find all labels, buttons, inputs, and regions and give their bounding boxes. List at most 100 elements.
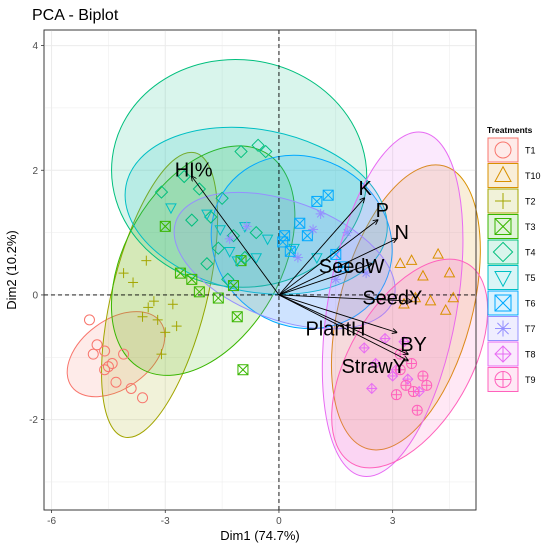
data-point-t6 (284, 245, 296, 257)
data-point-t5 (250, 253, 263, 265)
legend-symbol (495, 193, 511, 209)
data-point-t10 (394, 257, 407, 269)
x-tick-label: 0 (276, 516, 282, 527)
data-point-t10 (432, 247, 444, 259)
vector-arrow-hi (192, 176, 280, 296)
legend-item-t6: T6 (487, 290, 536, 316)
vector-label-seedw: SeedW (319, 256, 385, 278)
data-point-t7 (292, 252, 303, 263)
data-point-t4 (258, 144, 273, 159)
data-point-t7 (308, 224, 319, 235)
data-point-t1 (99, 345, 111, 357)
data-point-t4 (226, 229, 241, 243)
ellipse-t10 (330, 164, 481, 451)
y-tick-label: 4 (32, 41, 38, 52)
data-point-t4 (249, 225, 263, 240)
data-point-t10 (417, 269, 429, 281)
data-point-t1 (87, 348, 99, 360)
vector-arrow-n (278, 239, 396, 296)
y-axis-ticks: -2 0 2 4 (29, 41, 44, 426)
vector-arrow-p (278, 220, 378, 296)
legend-label: T5 (525, 273, 536, 283)
x-tick-label: -6 (47, 516, 56, 527)
data-point-t9 (394, 364, 406, 376)
data-point-t3 (159, 220, 171, 232)
legend-item-t1: T1 (487, 137, 536, 163)
data-point-t4 (238, 250, 252, 265)
data-point-t5 (201, 209, 213, 221)
chart-title: PCA - Biplot (32, 7, 119, 24)
data-point-t2 (152, 314, 163, 325)
reference-lines (44, 30, 476, 510)
data-point-t8 (369, 357, 382, 370)
data-point-t2 (137, 311, 148, 322)
data-point-t4 (192, 182, 207, 196)
data-point-t1 (137, 392, 149, 404)
data-point-t8 (398, 335, 410, 348)
data-point-t7 (361, 268, 372, 279)
data-point-t4 (211, 241, 226, 255)
y-axis-label: Dim2 (10.2%) (4, 230, 19, 309)
legend-symbol (495, 320, 511, 337)
legend-key (487, 239, 519, 265)
vector-arrow-seedy (278, 294, 412, 301)
vector-label-by: BY (400, 334, 427, 356)
data-point-t1 (106, 358, 118, 370)
data-point-t8 (402, 373, 414, 385)
data-point-t5 (223, 247, 236, 258)
data-point-t10 (398, 297, 410, 309)
data-point-t9 (411, 404, 423, 416)
data-points (83, 138, 460, 416)
ellipse-t5 (124, 126, 388, 295)
data-point-t6 (330, 248, 342, 260)
data-point-t2 (160, 327, 171, 338)
plot-border (43, 29, 477, 511)
data-point-t4 (177, 169, 191, 184)
legend-label: T7 (525, 324, 536, 334)
vector-label-p: P (376, 200, 389, 222)
data-point-t1 (118, 348, 130, 360)
data-point-t9 (421, 379, 433, 391)
data-point-t4 (200, 257, 214, 271)
data-point-t4 (234, 144, 248, 159)
data-point-t3 (174, 267, 186, 279)
data-point-t3 (237, 364, 249, 376)
legend-item-t7: T7 (487, 316, 536, 341)
ellipse-t1 (66, 311, 166, 398)
data-point-t4 (154, 185, 169, 199)
data-point-t1 (102, 361, 114, 373)
legend-label: T1 (525, 146, 536, 156)
legend-symbol (494, 165, 512, 182)
data-point-t9 (390, 389, 402, 401)
legend-symbol (494, 294, 512, 312)
data-point-t3 (227, 280, 239, 292)
data-point-t9 (406, 358, 418, 370)
data-point-t7 (315, 208, 326, 219)
data-point-t10 (447, 291, 460, 303)
vector-label-planth: PlantH (305, 318, 365, 340)
data-point-t4 (204, 210, 218, 224)
data-point-t2 (141, 255, 152, 266)
y-tick-label: 2 (32, 166, 38, 177)
data-point-t6 (277, 236, 289, 248)
data-point-t5 (311, 253, 323, 265)
data-point-t3 (193, 286, 205, 298)
legend-label: T3 (525, 222, 536, 232)
data-point-t7 (342, 227, 353, 238)
legend-item-t3: T3 (487, 214, 536, 239)
data-point-t2 (128, 277, 139, 288)
x-axis-label: Dim1 (74.7%) (220, 528, 299, 543)
data-point-t5 (261, 234, 274, 246)
data-point-t2 (171, 321, 182, 332)
vector-arrow-planth (278, 294, 396, 332)
data-point-t2 (148, 296, 159, 307)
data-point-t2 (143, 302, 154, 313)
vector-arrow-seedw (278, 264, 372, 296)
data-point-t5 (231, 256, 244, 268)
vector-label-strawy: StrawY (341, 356, 405, 378)
y-tick-label: -2 (29, 415, 38, 426)
legend-label: T8 (525, 350, 536, 360)
legend-symbol (494, 271, 512, 288)
